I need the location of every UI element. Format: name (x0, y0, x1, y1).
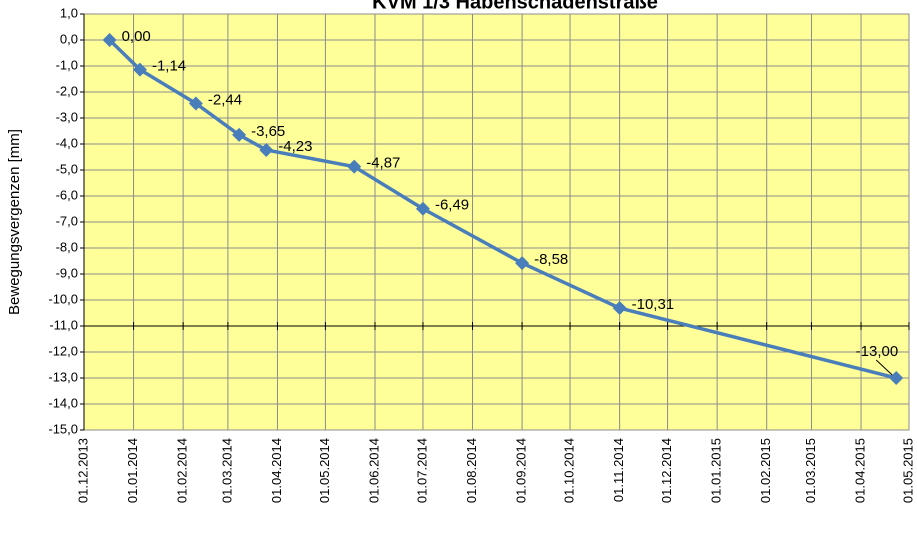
y-tick-label: -3,0 (56, 109, 78, 124)
x-tick-label: 01.01.2014 (125, 438, 140, 503)
x-tick-label: 01.03.2015 (803, 438, 818, 503)
y-tick-label: -9,0 (56, 265, 78, 280)
data-point (515, 256, 530, 271)
x-tick-label: 01.07.2014 (414, 438, 429, 503)
x-tick-label: 01.06.2014 (366, 438, 381, 503)
y-tick-label: -12,0 (48, 343, 78, 358)
y-tick-label: -4,0 (56, 135, 78, 150)
y-tick-label: -5,0 (56, 161, 78, 176)
data-label: -2,44 (208, 91, 242, 108)
x-tick-label: 01.04.2015 (852, 438, 867, 503)
x-tick-label: 01.02.2015 (758, 438, 773, 503)
data-point (259, 142, 274, 157)
data-label: -10,31 (632, 296, 675, 313)
data-label: -3,65 (251, 123, 285, 140)
y-tick-label: -1,0 (56, 57, 78, 72)
y-tick-label: -8,0 (56, 239, 78, 254)
y-tick-label: -7,0 (56, 213, 78, 228)
y-tick-label: -6,0 (56, 187, 78, 202)
data-label: -6,49 (435, 197, 469, 214)
y-tick-label: -2,0 (56, 83, 78, 98)
series-line (108, 38, 897, 380)
y-tick-label: 1,0 (60, 5, 78, 20)
y-tick-label: -13,0 (48, 369, 78, 384)
x-tick-label: 01.09.2014 (514, 438, 529, 503)
data-label: -13,00 (856, 343, 899, 360)
data-point (347, 159, 362, 174)
data-point (188, 96, 203, 111)
data-label: 0,00 (122, 28, 151, 45)
x-tick-label: 01.02.2014 (175, 438, 190, 503)
x-tick-label: 01.08.2014 (464, 438, 479, 503)
data-point (415, 201, 430, 216)
y-tick-label: -14,0 (48, 395, 78, 410)
data-point (232, 127, 247, 142)
x-tick-label: 01.11.2014 (611, 438, 626, 502)
label-leader (875, 359, 893, 376)
chart-title: KVM 1/3 Habenschadenstraße (372, 0, 658, 13)
x-tick-label: 01.05.2015 (900, 438, 915, 503)
data-label: -4,87 (366, 155, 400, 172)
x-tick-label: 01.03.2014 (219, 438, 234, 503)
data-label: -8,58 (534, 251, 568, 268)
x-tick-label: 01.05.2014 (317, 438, 332, 503)
data-point (889, 371, 904, 385)
y-axis-label: Bewegungsvergenzen [mm] (6, 129, 23, 315)
x-tick-label: 01.10.2014 (561, 438, 576, 503)
y-tick-label: -11,0 (49, 317, 78, 332)
data-label: -4,23 (278, 138, 312, 155)
data-point (102, 33, 117, 47)
x-tick-label: 01.12.2013 (75, 438, 90, 503)
y-tick-label: 0,0 (60, 31, 78, 46)
data-point (612, 301, 627, 316)
x-tick-label: 01.12.2014 (659, 438, 674, 503)
data-label: -1,14 (152, 58, 186, 75)
x-tick-label: 01.04.2014 (269, 438, 284, 503)
y-tick-label: -10,0 (48, 291, 78, 306)
data-point (132, 62, 147, 77)
x-tick-label: 01.01.2015 (709, 438, 724, 503)
y-tick-label: -15,0 (48, 421, 78, 436)
